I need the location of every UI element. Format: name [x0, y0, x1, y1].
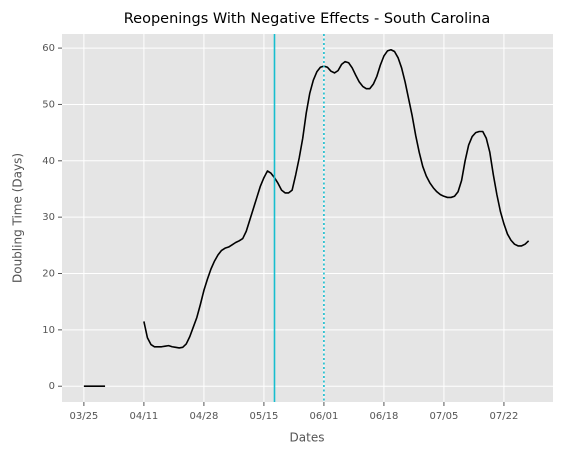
x-tick-label: 07/05	[430, 411, 459, 422]
y-tick-label: 40	[42, 156, 55, 167]
x-axis-label: Dates	[290, 431, 325, 445]
y-tick-label: 10	[42, 325, 55, 336]
x-tick-label: 07/22	[490, 411, 519, 422]
x-tick-label: 06/01	[309, 411, 338, 422]
plot-area	[62, 34, 553, 402]
x-tick-label: 04/11	[129, 411, 158, 422]
y-tick-label: 20	[42, 269, 55, 280]
y-tick-label: 50	[42, 99, 55, 110]
y-tick-label: 30	[42, 212, 55, 223]
chart-title: Reopenings With Negative Effects - South…	[124, 11, 490, 27]
x-tick-label: 04/28	[189, 411, 218, 422]
data-line	[83, 48, 530, 388]
x-tick-label: 03/25	[69, 411, 98, 422]
y-axis-label: Doubling Time (Days)	[11, 153, 25, 283]
y-tick-label: 60	[42, 43, 55, 54]
x-tick-label: 06/18	[370, 411, 399, 422]
y-tick-label: 0	[49, 381, 55, 392]
x-tick-label: 05/15	[249, 411, 278, 422]
